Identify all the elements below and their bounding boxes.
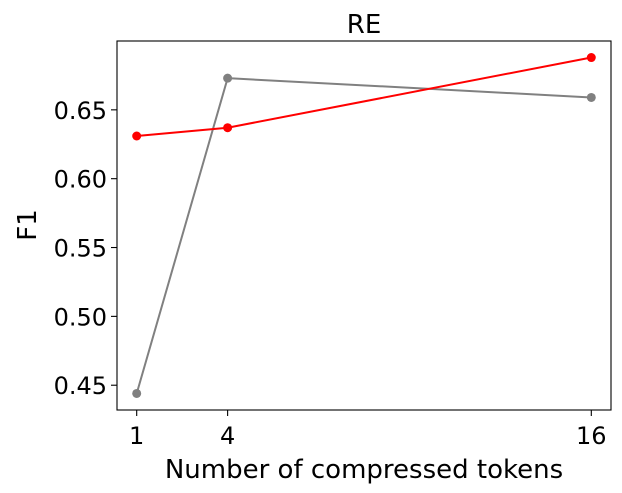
y-tick-label-1: 0.50: [54, 303, 107, 331]
series-line-1: [136, 56, 592, 137]
y-tick-label-2: 0.55: [54, 235, 107, 263]
series-layer: [132, 53, 596, 398]
chart-title: RE: [347, 10, 382, 40]
x-axis-label: Number of compressed tokens: [165, 455, 563, 485]
series-1-point-2: [586, 53, 596, 63]
x-axis: 1 4 16: [129, 410, 607, 450]
series-1-point-1: [223, 123, 233, 133]
y-tick-label-0: 0.45: [54, 372, 107, 400]
x-tick-label-2: 16: [576, 422, 607, 450]
series-0-point-0: [132, 388, 142, 398]
y-axis: 0.45 0.50 0.55 0.60 0.65: [54, 97, 117, 400]
y-axis-label: F1: [13, 209, 43, 241]
x-tick-label-0: 1: [129, 422, 144, 450]
series-line-0: [135, 77, 592, 394]
y-tick-label-3: 0.60: [54, 166, 107, 194]
series-0-point-1: [223, 73, 233, 83]
series-1-point-0: [132, 131, 142, 141]
y-tick-label-4: 0.65: [54, 97, 107, 125]
x-tick-label-1: 4: [220, 422, 235, 450]
plot-frame: [116, 40, 612, 411]
series-0-point-2: [586, 92, 596, 102]
